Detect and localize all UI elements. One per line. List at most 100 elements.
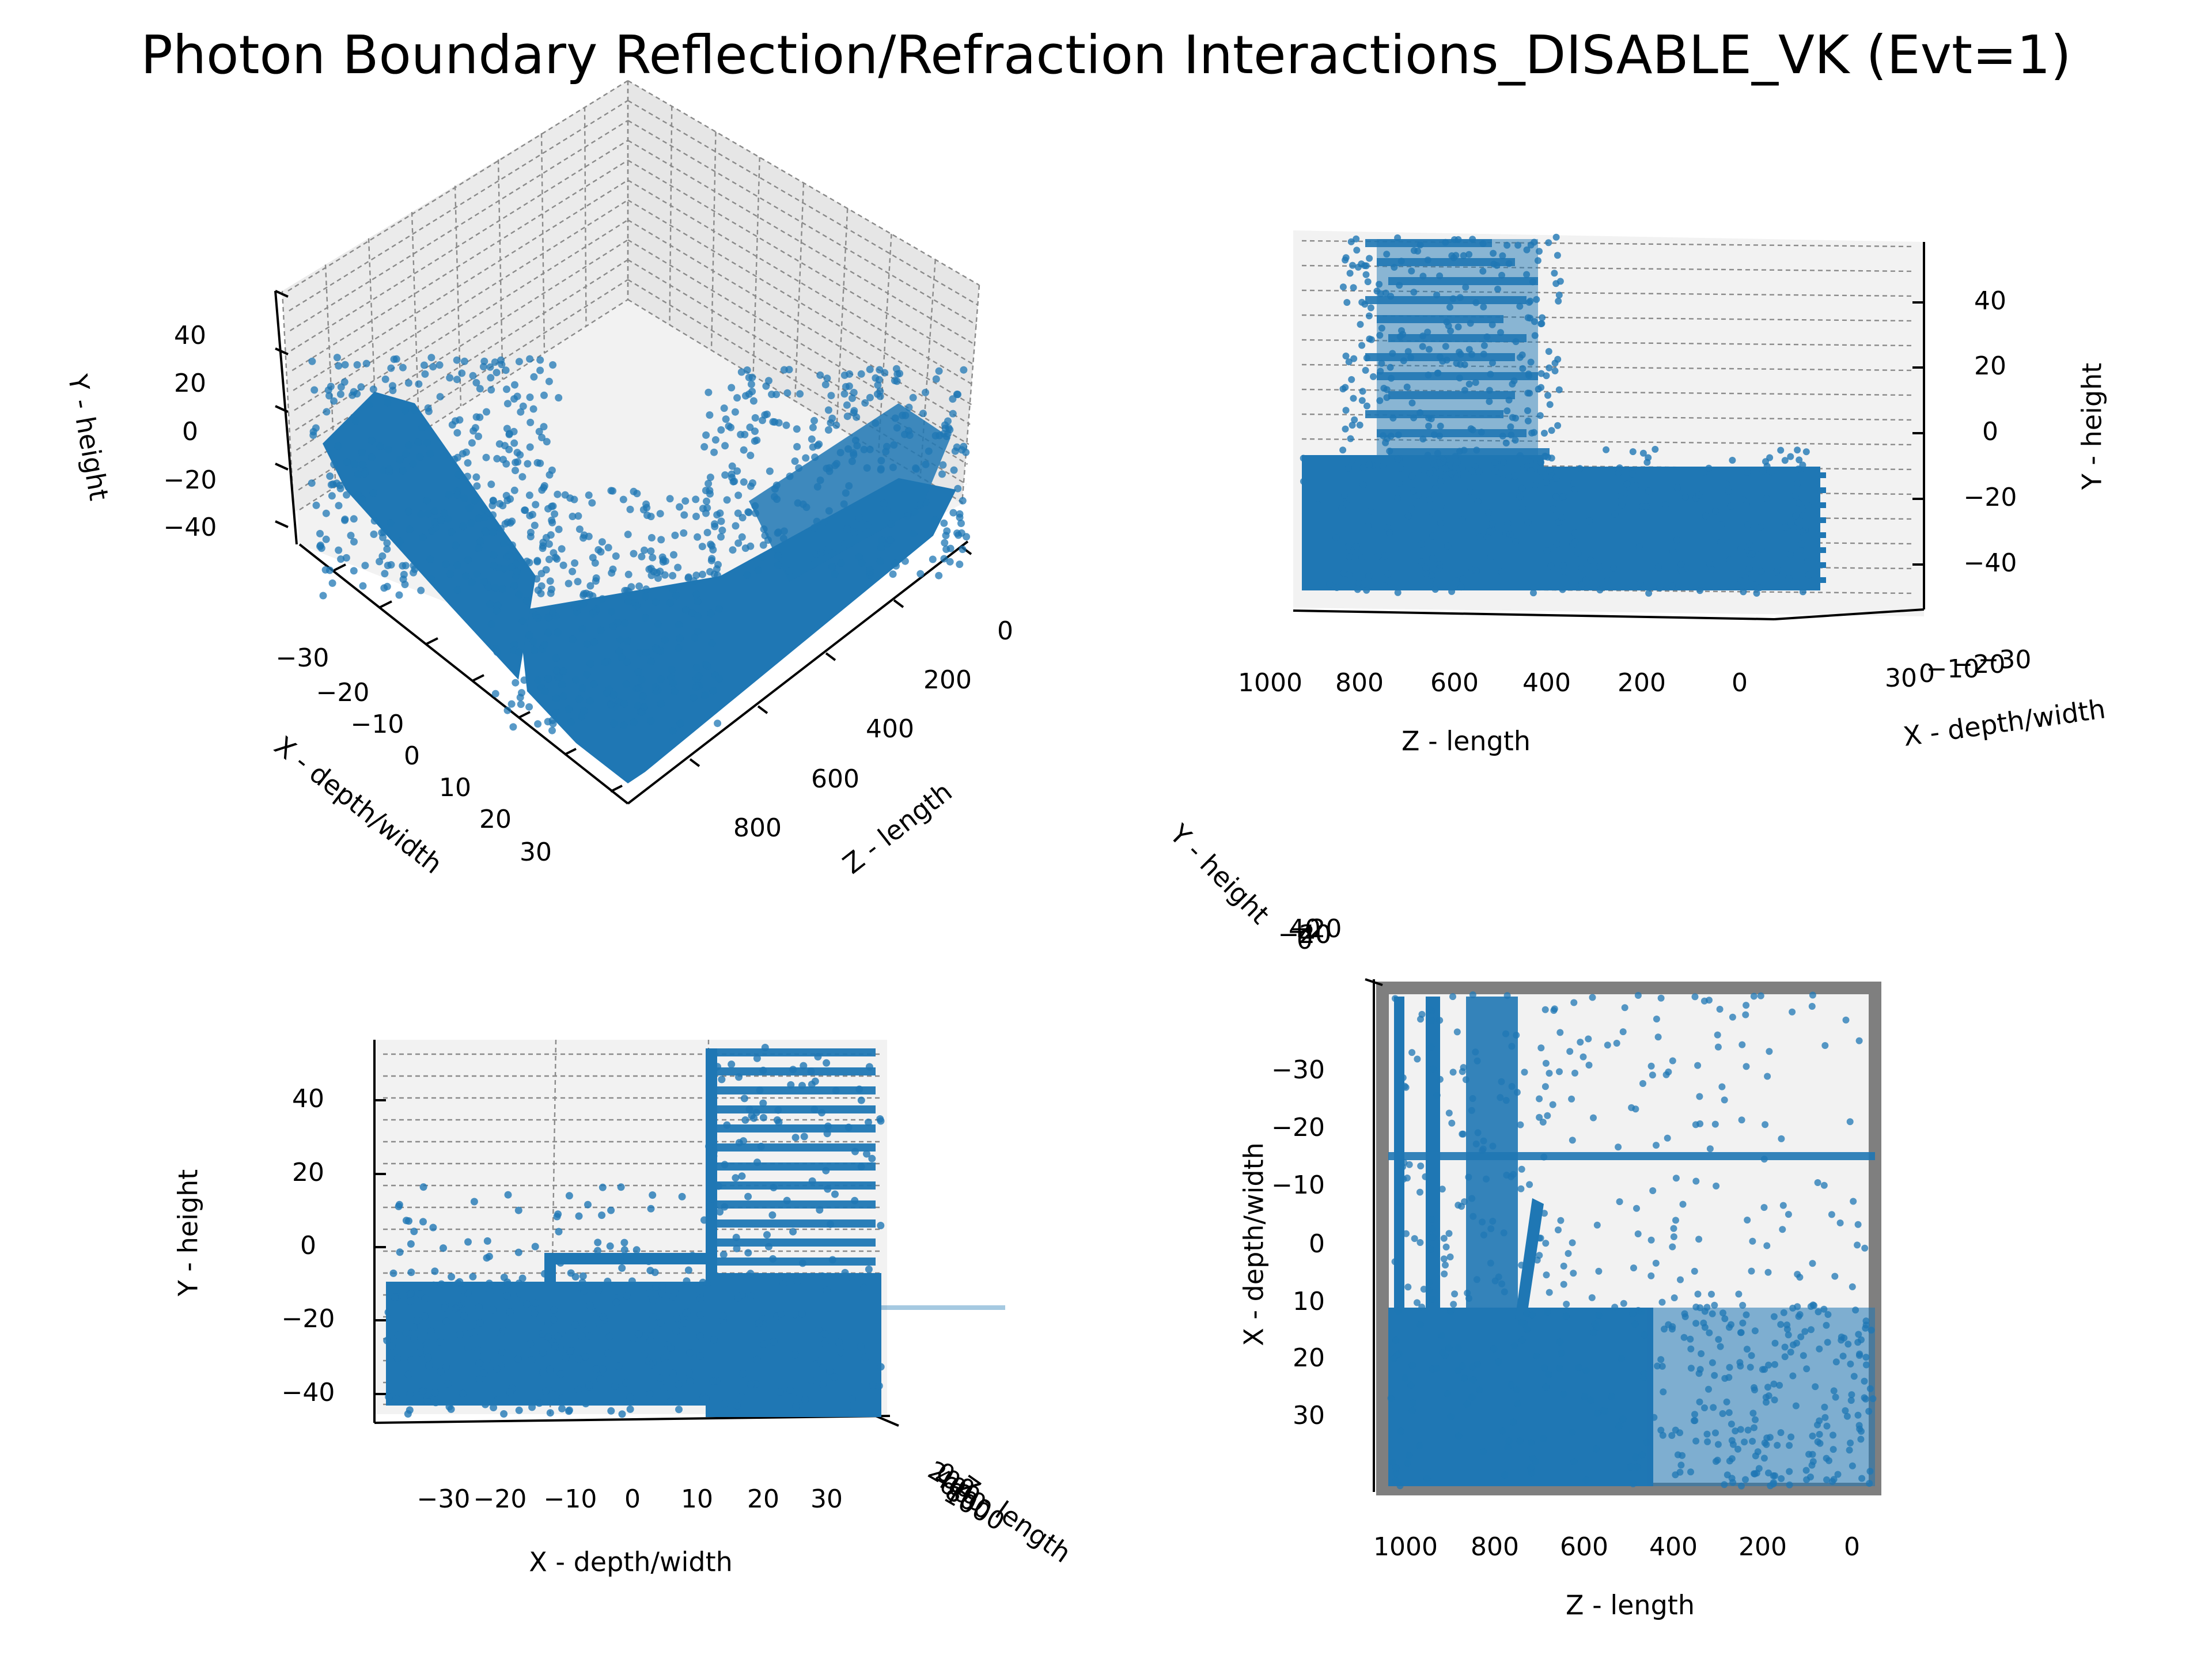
data-point <box>419 1218 427 1226</box>
data-point <box>487 480 495 488</box>
data-point <box>586 582 594 590</box>
data-point <box>706 568 714 575</box>
data-point <box>1339 446 1347 454</box>
data-point <box>390 355 398 363</box>
data-point <box>1771 1472 1779 1479</box>
y-tick-label: −40 <box>1964 548 2017 578</box>
data-point <box>565 1407 573 1415</box>
data-point <box>853 442 861 450</box>
data-point <box>539 542 547 550</box>
data-point <box>1411 1235 1418 1243</box>
data-point <box>594 546 603 554</box>
data-point <box>1392 1336 1400 1344</box>
data-point <box>445 1403 453 1411</box>
data-point <box>442 560 450 568</box>
data-point <box>1541 1006 1549 1013</box>
data-point <box>618 653 626 661</box>
data-point <box>1645 454 1652 461</box>
data-point <box>1541 452 1549 460</box>
data-point <box>571 603 579 611</box>
data-point <box>1537 459 1545 466</box>
data-point <box>1777 446 1785 454</box>
data-point <box>383 545 391 553</box>
data-point <box>1789 1372 1797 1380</box>
data-point <box>421 1294 429 1302</box>
data-point <box>710 448 718 456</box>
data-point <box>1523 246 1531 253</box>
data-point <box>1721 1096 1728 1104</box>
data-point <box>615 647 623 656</box>
data-point <box>1437 460 1444 467</box>
data-point <box>592 577 600 585</box>
data-point <box>554 1332 562 1340</box>
gridline <box>627 139 976 346</box>
data-point <box>616 636 624 644</box>
data-point <box>1374 553 1381 560</box>
data-point <box>623 637 631 645</box>
data-point <box>1628 470 1636 478</box>
data-point <box>717 517 725 525</box>
data-point <box>1487 1259 1494 1267</box>
data-point <box>1570 1270 1577 1277</box>
data-point <box>368 453 376 461</box>
data-point <box>423 1339 431 1347</box>
data-point <box>1671 1294 1678 1301</box>
data-point <box>798 1309 806 1317</box>
data-point <box>1543 479 1550 486</box>
z-tick-mark <box>825 652 836 661</box>
data-point <box>861 399 869 407</box>
data-point <box>1431 586 1439 593</box>
data-point <box>866 393 874 402</box>
data-point <box>1848 1391 1855 1399</box>
data-point <box>858 559 866 567</box>
data-point <box>843 525 851 533</box>
data-point <box>738 1291 746 1299</box>
data-point <box>1556 278 1564 285</box>
data-point <box>328 579 336 587</box>
data-point <box>747 1292 755 1300</box>
data-point <box>1723 480 1730 488</box>
data-point <box>793 1277 801 1285</box>
data-point <box>620 700 628 708</box>
data-point <box>540 641 548 649</box>
data-point <box>1512 437 1519 444</box>
data-point <box>1479 1218 1486 1226</box>
data-point <box>1786 1468 1793 1475</box>
depth-tick-label: −30 <box>1978 645 2032 675</box>
data-point <box>823 374 831 382</box>
data-point <box>887 520 895 528</box>
data-mass <box>749 403 950 582</box>
data-point <box>1455 323 1462 331</box>
data-point <box>946 544 955 552</box>
data-point <box>357 383 365 391</box>
data-point <box>354 470 362 478</box>
data-point <box>1546 401 1554 408</box>
data-point <box>865 1266 873 1273</box>
data-point <box>1742 1476 1749 1483</box>
x-tick-mark <box>472 674 484 682</box>
data-point <box>394 1331 402 1339</box>
data-point <box>1634 992 1642 999</box>
data-point <box>1479 240 1487 247</box>
data-point <box>513 392 521 400</box>
data-point <box>410 1335 418 1343</box>
x-tick-label: 0 <box>404 741 420 771</box>
data-point <box>1781 457 1789 464</box>
panel-3d-isometric: 40200−20−40−30−20−1001020300200400600800… <box>62 79 1013 880</box>
data-point <box>1460 446 1468 454</box>
data-point <box>709 546 717 554</box>
data-point <box>657 536 665 544</box>
data-point <box>1444 1390 1451 1397</box>
data-point <box>1596 586 1604 594</box>
data-point <box>1516 452 1524 459</box>
data-point <box>1465 1295 1472 1302</box>
data-point <box>1354 263 1362 271</box>
data-point <box>709 1195 717 1203</box>
data-point <box>718 1075 726 1084</box>
data-point <box>1442 1243 1450 1251</box>
data-point <box>1548 427 1555 434</box>
data-point <box>575 1212 583 1220</box>
data-point <box>624 570 632 578</box>
data-point <box>423 1398 431 1406</box>
data-point <box>949 410 957 418</box>
